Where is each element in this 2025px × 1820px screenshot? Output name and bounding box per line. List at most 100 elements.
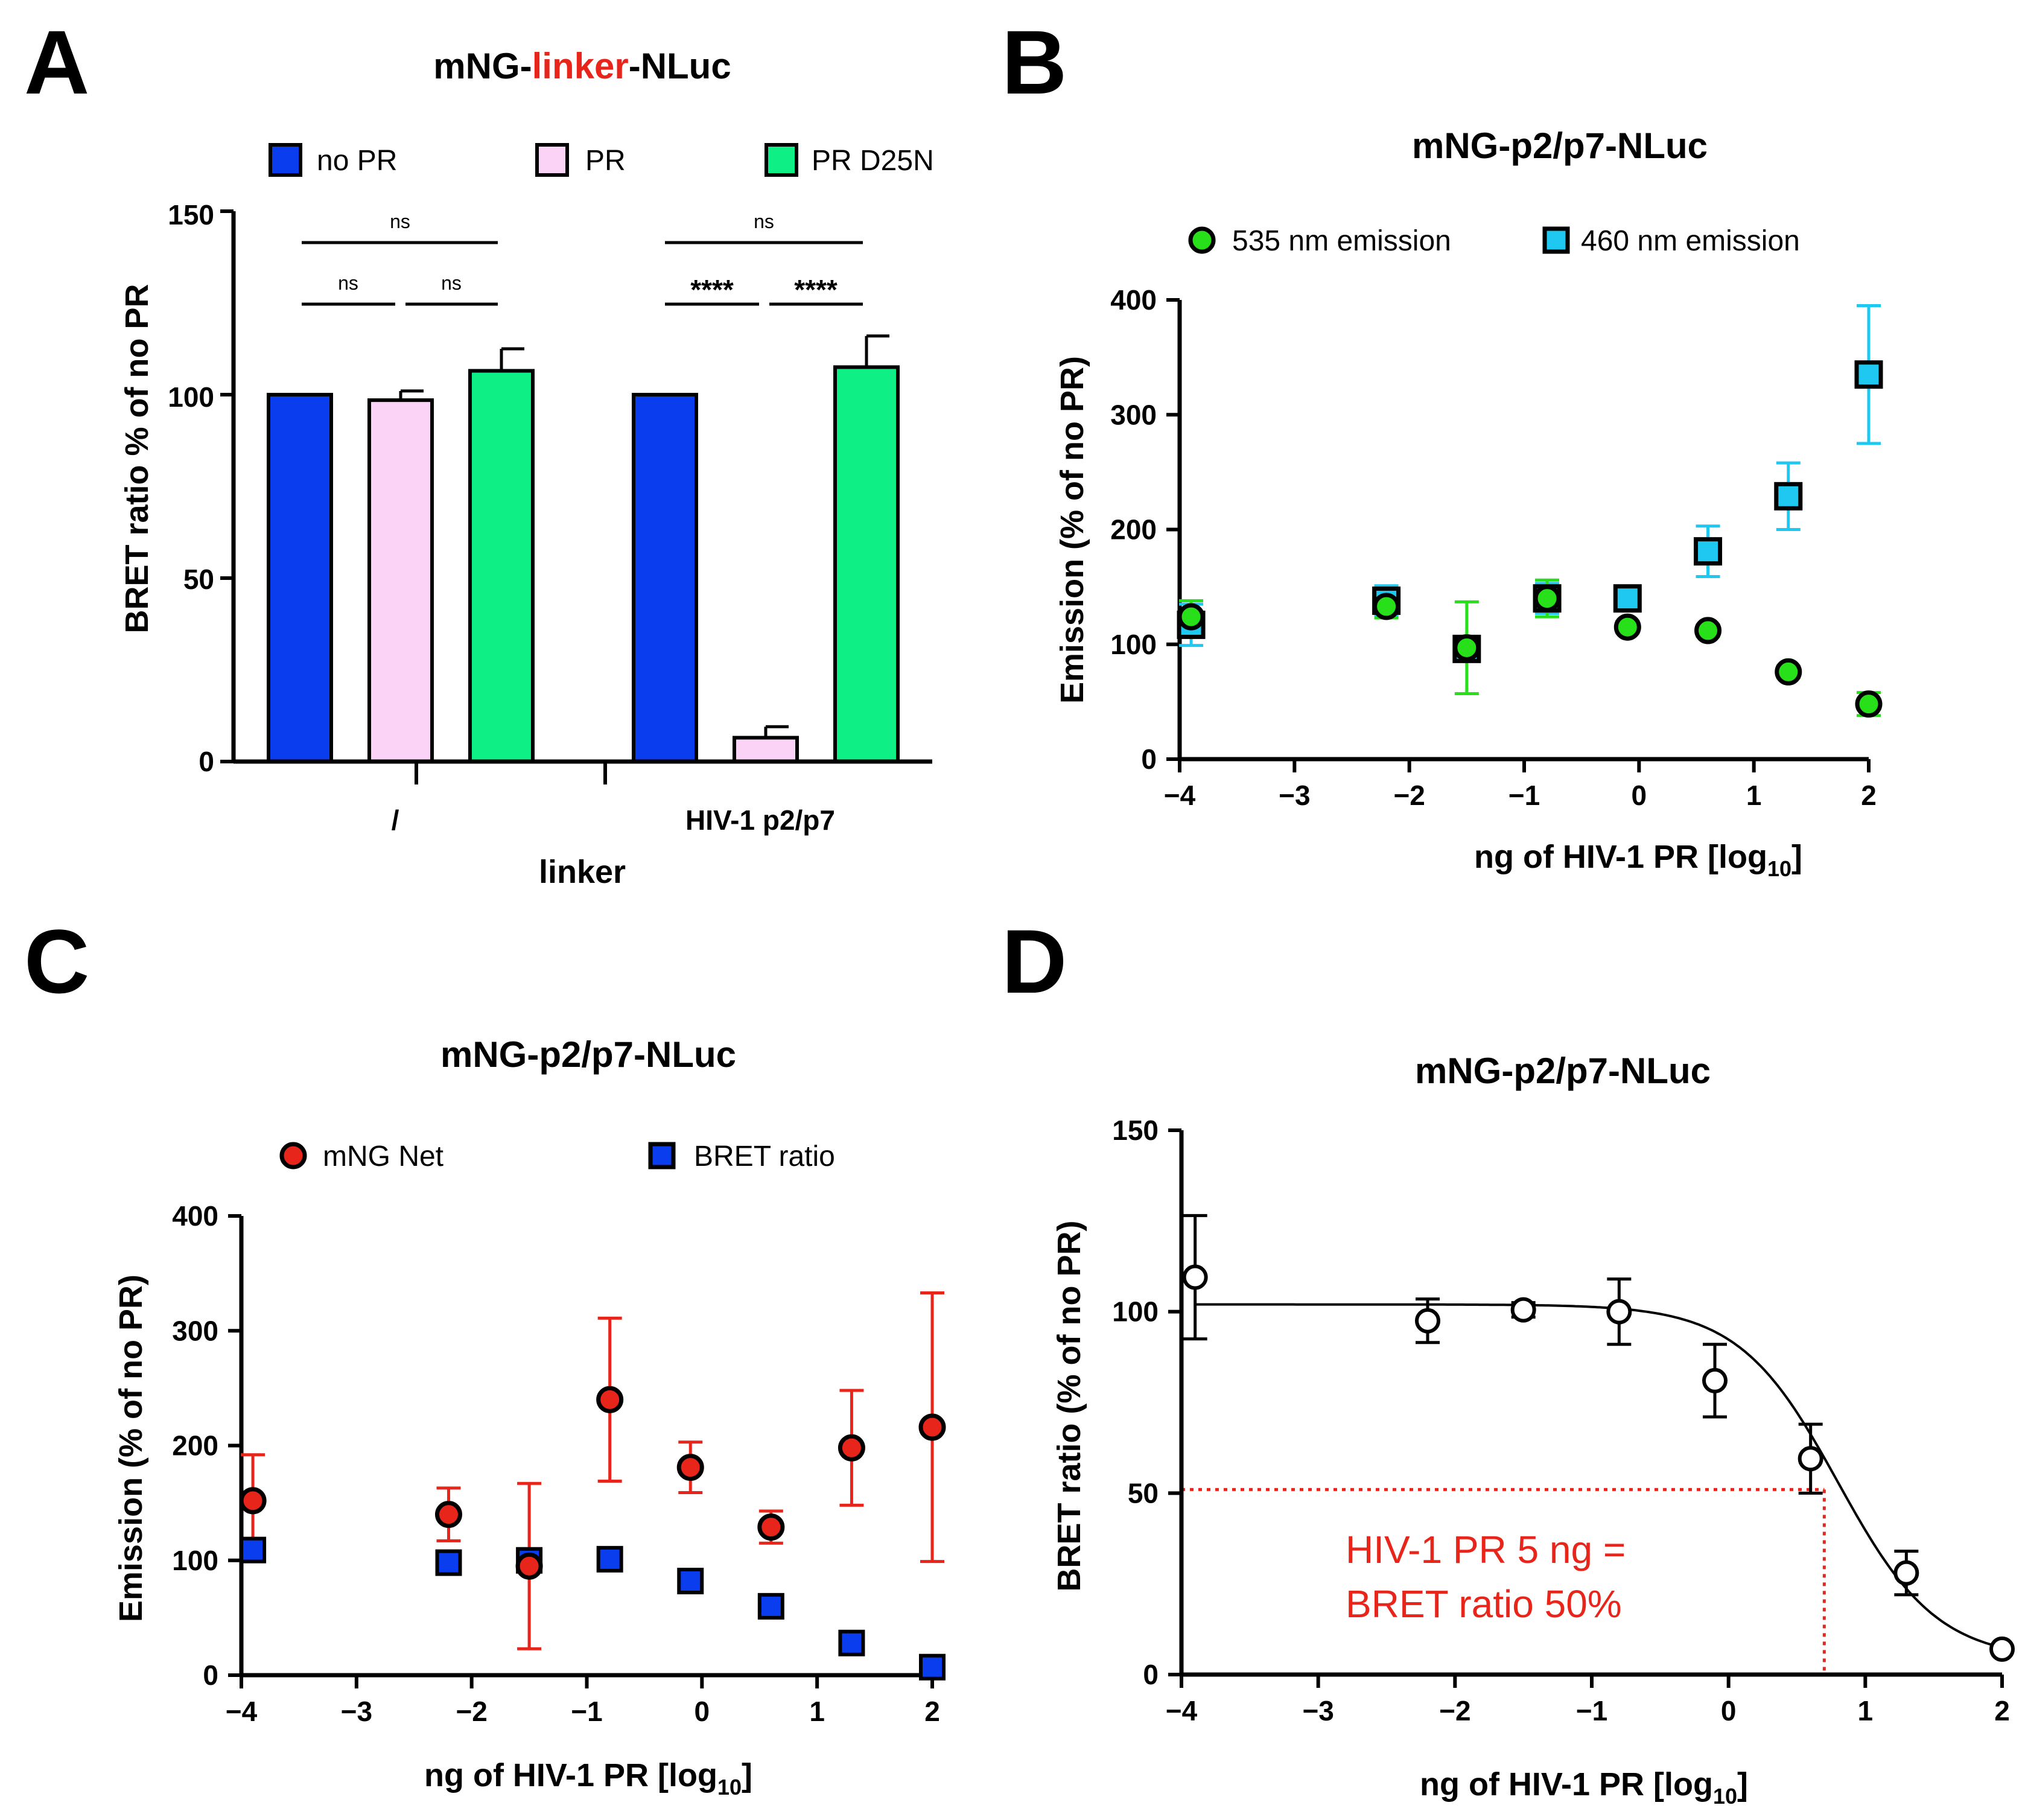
data-point-460nm xyxy=(1613,584,1642,613)
data-point-mng-net xyxy=(757,1513,785,1541)
y-tick-label: 200 xyxy=(172,1430,218,1462)
x-tick-label: 1 xyxy=(809,1696,825,1727)
data-point-535nm xyxy=(1177,603,1205,631)
y-tick-label: 100 xyxy=(168,381,214,413)
data-point-460nm xyxy=(1694,537,1723,566)
y-tick-label: 100 xyxy=(1110,629,1157,660)
x-axis-label-subscript: 10 xyxy=(1767,856,1791,881)
legend-marker-535nm xyxy=(1188,226,1216,254)
data-point-bret-ratio xyxy=(757,1592,784,1620)
panel-a: A mNG-linker-NLuc no PR PR PR D25N BRET … xyxy=(24,11,934,890)
bar xyxy=(468,369,535,763)
panel-b-title: mNG-p2/p7-NLuc xyxy=(1412,126,1708,166)
data-point-535nm xyxy=(1533,585,1561,612)
panel-d-x-axis-label: ng of HIV-1 PR [log10] xyxy=(1420,1766,1748,1809)
panel-d-data-points xyxy=(1182,1214,2015,1662)
panel-a-y-ticks: 0 50 100 150 xyxy=(168,199,214,777)
data-point-bret-ratio xyxy=(1182,1264,1208,1290)
y-tick-label: 300 xyxy=(1110,399,1157,430)
panel-c-title: mNG-p2/p7-NLuc xyxy=(440,1034,736,1075)
data-point-mng-net xyxy=(239,1487,267,1515)
x-tick-label: 2 xyxy=(924,1696,940,1727)
data-point-535nm xyxy=(1694,617,1722,644)
panel-a-legend: no PR PR PR D25N xyxy=(269,143,934,177)
x-tick-label: 1 xyxy=(1858,1695,1874,1726)
y-tick-label: 0 xyxy=(199,746,214,777)
legend-marker-mng-net xyxy=(279,1142,307,1169)
significance-label: ns xyxy=(441,272,462,294)
data-point-mng-net xyxy=(515,1552,543,1580)
bar xyxy=(267,393,333,763)
data-point-bret-ratio xyxy=(1989,1636,2015,1662)
x-tick-label: −4 xyxy=(226,1696,258,1727)
panel-c-x-axis-label: ng of HIV-1 PR [log10] xyxy=(424,1757,752,1799)
data-point-bret-ratio xyxy=(1702,1367,1728,1393)
y-tick-label: 0 xyxy=(1143,1659,1159,1690)
x-tick-label: −1 xyxy=(1576,1695,1607,1726)
y-tick-label: 0 xyxy=(203,1659,218,1691)
data-point-460nm xyxy=(1774,482,1803,511)
legend-label-535nm: 535 nm emission xyxy=(1232,225,1451,257)
x-tick-label: 2 xyxy=(1994,1695,2010,1726)
legend-marker-bret-ratio xyxy=(648,1142,676,1169)
panel-d-title: mNG-p2/p7-NLuc xyxy=(1415,1051,1711,1091)
bar xyxy=(733,736,799,763)
x-tick-label: −3 xyxy=(1279,780,1310,811)
panel-b-y-axis-label: Emission (% of no PR) xyxy=(1054,356,1090,704)
panel-letter-c: C xyxy=(24,911,89,1012)
annotation-line-2: BRET ratio 50% xyxy=(1346,1582,1622,1626)
data-point-bret-ratio xyxy=(1510,1297,1536,1323)
title-suffix: -NLuc xyxy=(629,46,731,86)
x-tick-label: 0 xyxy=(1632,780,1647,811)
data-point-535nm xyxy=(1453,634,1481,661)
panel-c-data-points xyxy=(239,1291,946,1681)
data-point-bret-ratio xyxy=(677,1567,704,1594)
significance-label: **** xyxy=(794,274,838,305)
title-linker: linker xyxy=(532,46,629,86)
x-axis-label-main: ng of HIV-1 PR [log xyxy=(1420,1766,1713,1802)
x-axis-label-main: ng of HIV-1 PR [log xyxy=(424,1757,717,1793)
y-tick-label: 0 xyxy=(1141,743,1157,775)
panel-b-legend: 535 nm emission 460 nm emission xyxy=(1188,225,1800,257)
x-tick-label: −4 xyxy=(1166,1695,1198,1726)
title-prefix: mNG- xyxy=(433,46,532,86)
legend-label-bret-ratio: BRET ratio xyxy=(694,1141,835,1172)
annotation-line-1: HIV-1 PR 5 ng = xyxy=(1346,1528,1626,1571)
data-point-535nm xyxy=(1855,690,1883,718)
data-point-bret-ratio xyxy=(596,1545,623,1573)
data-point-mng-net xyxy=(838,1434,865,1462)
panel-a-y-tick-marks xyxy=(220,209,234,763)
data-point-bret-ratio xyxy=(919,1653,946,1681)
panel-b: B mNG-p2/p7-NLuc 535 nm emission 460 nm … xyxy=(1002,11,1883,881)
legend-label-mng-net: mNG Net xyxy=(323,1141,443,1172)
panel-a-bars xyxy=(267,334,900,763)
x-tick-label: −1 xyxy=(571,1696,602,1727)
group-label-none: / xyxy=(392,804,399,836)
y-tick-label: 50 xyxy=(1128,1477,1159,1509)
panel-a-title: mNG-linker-NLuc xyxy=(433,46,731,86)
x-axis-label-end: ] xyxy=(1791,839,1802,875)
legend-label-460nm: 460 nm emission xyxy=(1581,225,1800,257)
y-tick-label: 400 xyxy=(172,1200,218,1232)
y-tick-label: 400 xyxy=(1110,284,1157,316)
x-axis-label-main: ng of HIV-1 PR [log xyxy=(1474,839,1767,875)
panel-a-y-axis-label: BRET ratio % of no PR xyxy=(119,284,155,634)
x-tick-label: 1 xyxy=(1746,780,1762,811)
x-axis-label-end: ] xyxy=(742,1757,752,1793)
data-point-mng-net xyxy=(596,1386,624,1413)
legend-label-pr: PR xyxy=(585,145,626,177)
x-tick-label: 2 xyxy=(1861,780,1877,811)
data-point-535nm xyxy=(1373,593,1400,620)
data-point-535nm xyxy=(1775,658,1802,686)
significance-label: **** xyxy=(690,274,734,305)
y-tick-label: 100 xyxy=(172,1545,218,1576)
significance-label: ns xyxy=(390,211,410,232)
x-tick-label: −2 xyxy=(1439,1695,1470,1726)
significance-label: ns xyxy=(754,211,774,232)
panel-d-reference-lines xyxy=(1181,1488,1826,1675)
panel-d-axes: 0 50 100 150 −4 −3 −2 −1 0 1 2 xyxy=(1112,1115,2010,1726)
data-point-bret-ratio xyxy=(1606,1299,1632,1325)
panel-a-significance: ns ns ns ns **** **** xyxy=(302,211,863,306)
data-point-mng-net xyxy=(918,1413,946,1441)
